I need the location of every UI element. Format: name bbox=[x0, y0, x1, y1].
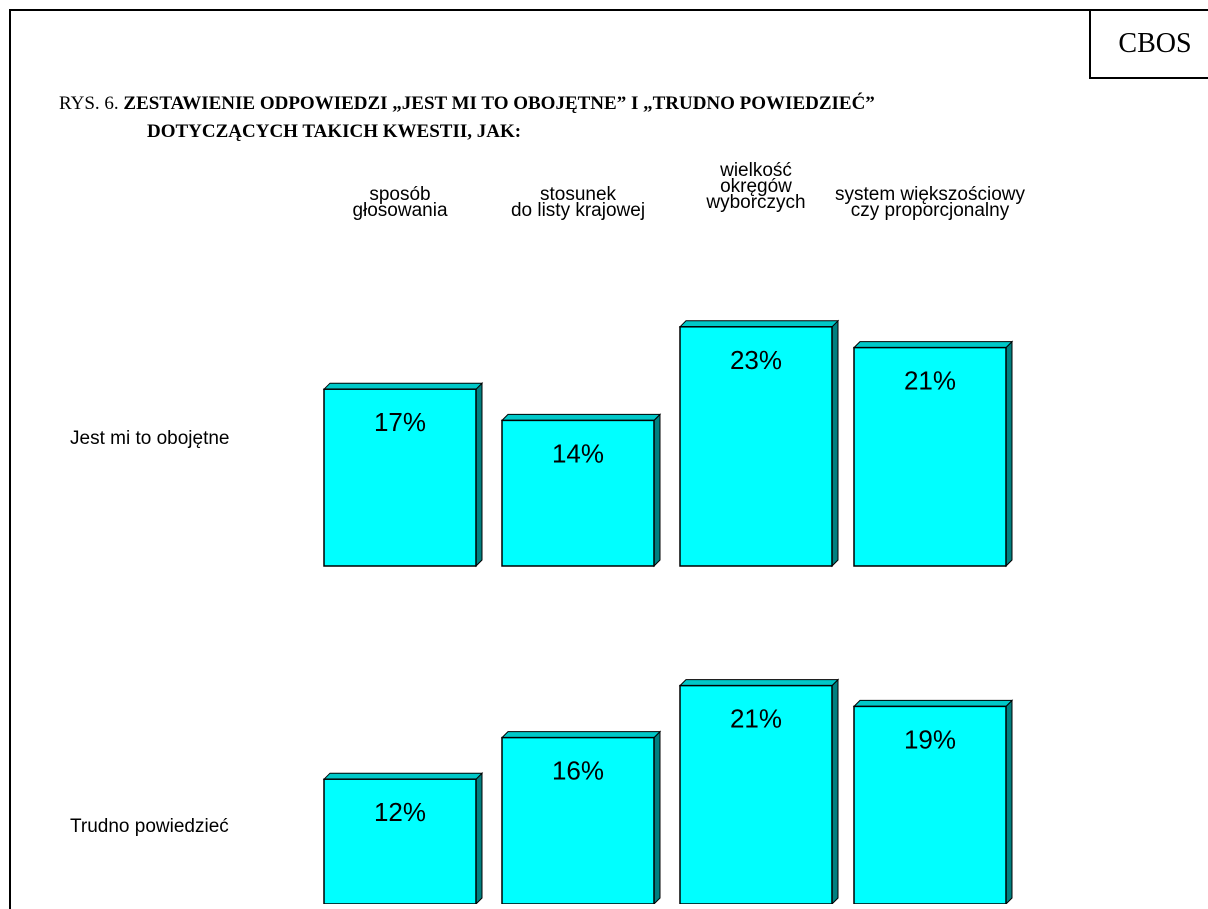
category-label: stosunek bbox=[540, 184, 617, 205]
category-label: do listy krajowej bbox=[511, 200, 645, 221]
chart-frame bbox=[9, 9, 1208, 909]
bar-top bbox=[852, 341, 1014, 349]
source-badge: CBOS bbox=[1089, 9, 1208, 79]
data-label: 21% bbox=[730, 704, 782, 734]
bar-side bbox=[653, 413, 661, 568]
bar bbox=[501, 419, 655, 567]
bar-side bbox=[475, 381, 483, 568]
data-label: 21% bbox=[904, 366, 956, 396]
bar-top bbox=[500, 731, 662, 739]
data-label: 12% bbox=[374, 797, 426, 827]
data-label: 14% bbox=[552, 438, 604, 468]
title-line-2: DOTYCZĄCYCH TAKICH KWESTII, JAK: bbox=[147, 121, 522, 142]
chart-title: RYS. 6. ZESTAWIENIE ODPOWIEDZI „JEST MI … bbox=[59, 90, 875, 146]
bar bbox=[501, 736, 655, 904]
bar bbox=[679, 684, 833, 904]
series-label: Trudno powiedzieć bbox=[70, 816, 229, 837]
bar-side bbox=[1005, 340, 1013, 568]
bar-side bbox=[1005, 699, 1013, 904]
bar-top bbox=[678, 679, 840, 687]
data-label: 17% bbox=[374, 407, 426, 437]
data-label: 16% bbox=[552, 756, 604, 786]
bar-top bbox=[852, 699, 1014, 707]
category-label: czy proporcjonalny bbox=[851, 200, 1010, 221]
category-label: wielkość bbox=[719, 160, 792, 181]
bar bbox=[323, 388, 477, 567]
series-label: Jest mi to obojętne bbox=[70, 428, 229, 449]
bar bbox=[679, 326, 833, 567]
bar-side bbox=[475, 771, 483, 904]
category-label: sposób bbox=[369, 184, 430, 205]
category-label: głosowania bbox=[352, 200, 447, 221]
bar-top bbox=[500, 413, 662, 421]
bar-side bbox=[831, 319, 839, 568]
category-label: system większościowy bbox=[835, 184, 1026, 205]
category-label: okręgów bbox=[720, 176, 792, 197]
title-line-1: ZESTAWIENIE ODPOWIEDZI „JEST MI TO OBOJĘ… bbox=[123, 93, 875, 114]
bar bbox=[323, 778, 477, 904]
bar bbox=[853, 705, 1007, 904]
bar-top bbox=[322, 772, 484, 780]
bar-top bbox=[322, 382, 484, 390]
data-label: 23% bbox=[730, 345, 782, 375]
bar bbox=[853, 346, 1007, 567]
bar-side bbox=[653, 730, 661, 904]
bar-top bbox=[678, 320, 840, 328]
category-label: wyborczych bbox=[705, 192, 805, 213]
bar-side bbox=[831, 678, 839, 904]
title-prefix: RYS. 6. bbox=[59, 93, 119, 114]
data-label: 19% bbox=[904, 724, 956, 754]
